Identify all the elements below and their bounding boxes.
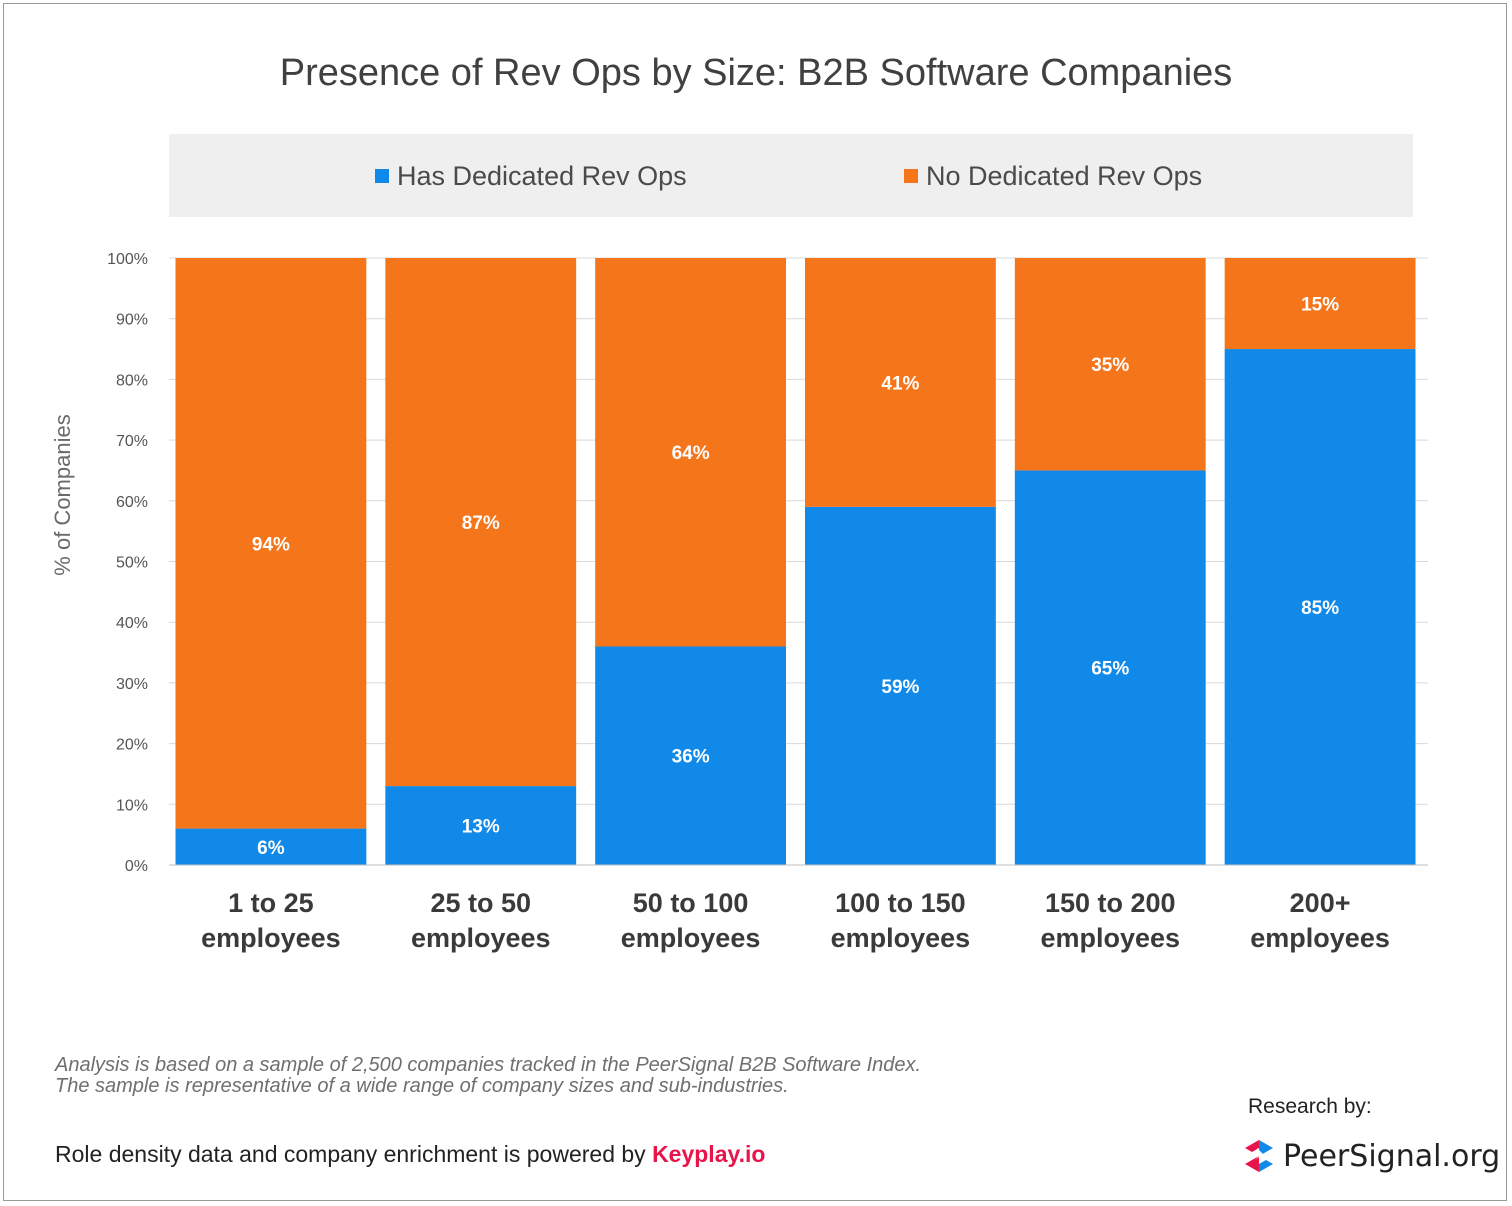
data-label: 59% [881,677,919,698]
bar-has-rev-ops [595,646,786,865]
y-tick-label: 50% [116,555,148,572]
y-tick-label: 80% [116,372,148,389]
x-tick-label: 100 to 150 [835,888,966,918]
bar-has-rev-ops [385,786,577,865]
legend-label-has-rev-ops: Has Dedicated Rev Ops [397,161,687,191]
y-tick-label: 0% [125,858,148,875]
x-tick-label: 25 to 50 [430,888,531,918]
data-label: 87% [462,513,500,534]
y-tick-label: 20% [116,737,148,754]
legend-swatch-no-rev-ops [904,168,918,183]
bar-no-rev-ops [175,258,367,829]
data-label: 41% [881,373,919,394]
keyplay-link[interactable]: Keyplay.io [652,1141,766,1167]
y-axis-label: % of Companies [50,414,75,575]
bar-no-rev-ops [1224,258,1416,350]
data-label: 6% [257,838,285,859]
powered-by-text: Role density data and company enrichment… [55,1141,653,1167]
methodology-footnote: Analysis is based on a sample of 2,500 c… [55,1054,922,1097]
chart-legend: Has Dedicated Rev Ops No Dedicated Rev O… [169,134,1413,217]
x-tick-label: 150 to 200 [1045,888,1176,918]
data-label: 85% [1301,598,1339,619]
powered-by-line: Role density data and company enrichment… [55,1141,765,1168]
x-tick-label: employees [831,923,971,953]
x-tick-label: employees [411,923,551,953]
x-tick-label: employees [1040,923,1180,953]
legend-item-no-rev-ops: No Dedicated Rev Ops [904,161,1202,191]
data-label: 15% [1301,295,1339,316]
research-by-label: Research by: [1248,1095,1372,1118]
bar-no-rev-ops [1014,258,1206,471]
y-tick-label: 40% [116,615,148,632]
y-tick-label: 10% [116,797,148,814]
legend-swatch-has-rev-ops [375,168,389,183]
bar-no-rev-ops [595,258,786,647]
data-label: 64% [672,443,710,464]
x-tick-label: 1 to 25 [228,888,314,918]
x-tick-label: employees [621,923,761,953]
chart-title: Presence of Rev Ops by Size: B2B Softwar… [279,52,1233,94]
bar-has-rev-ops [175,828,367,865]
x-tick-label: 50 to 100 [633,888,749,918]
y-tick-label: 100% [107,251,148,268]
y-tick-label: 70% [116,433,148,450]
bar-has-rev-ops [1014,470,1206,865]
legend-item-has-rev-ops: Has Dedicated Rev Ops [375,161,687,191]
y-tick-label: 60% [116,494,148,511]
peersignal-brand-text: PeerSignal.org [1283,1139,1501,1174]
bar-no-rev-ops [385,258,577,787]
y-tick-label: 30% [116,676,148,693]
legend-label-no-rev-ops: No Dedicated Rev Ops [926,161,1203,191]
x-tick-label: employees [201,923,341,953]
x-tick-label: employees [1250,923,1390,953]
bar-has-rev-ops [1224,349,1416,865]
data-label: 36% [672,747,710,768]
data-label: 65% [1091,659,1129,680]
data-label: 35% [1091,355,1129,376]
peersignal-logo-icon [1245,1140,1273,1172]
data-label: 94% [252,534,290,555]
data-label: 13% [462,817,500,838]
x-tick-label: 200+ [1290,888,1351,918]
bar-has-rev-ops [805,506,996,865]
bar-no-rev-ops [805,258,996,507]
y-tick-label: 90% [116,312,148,329]
